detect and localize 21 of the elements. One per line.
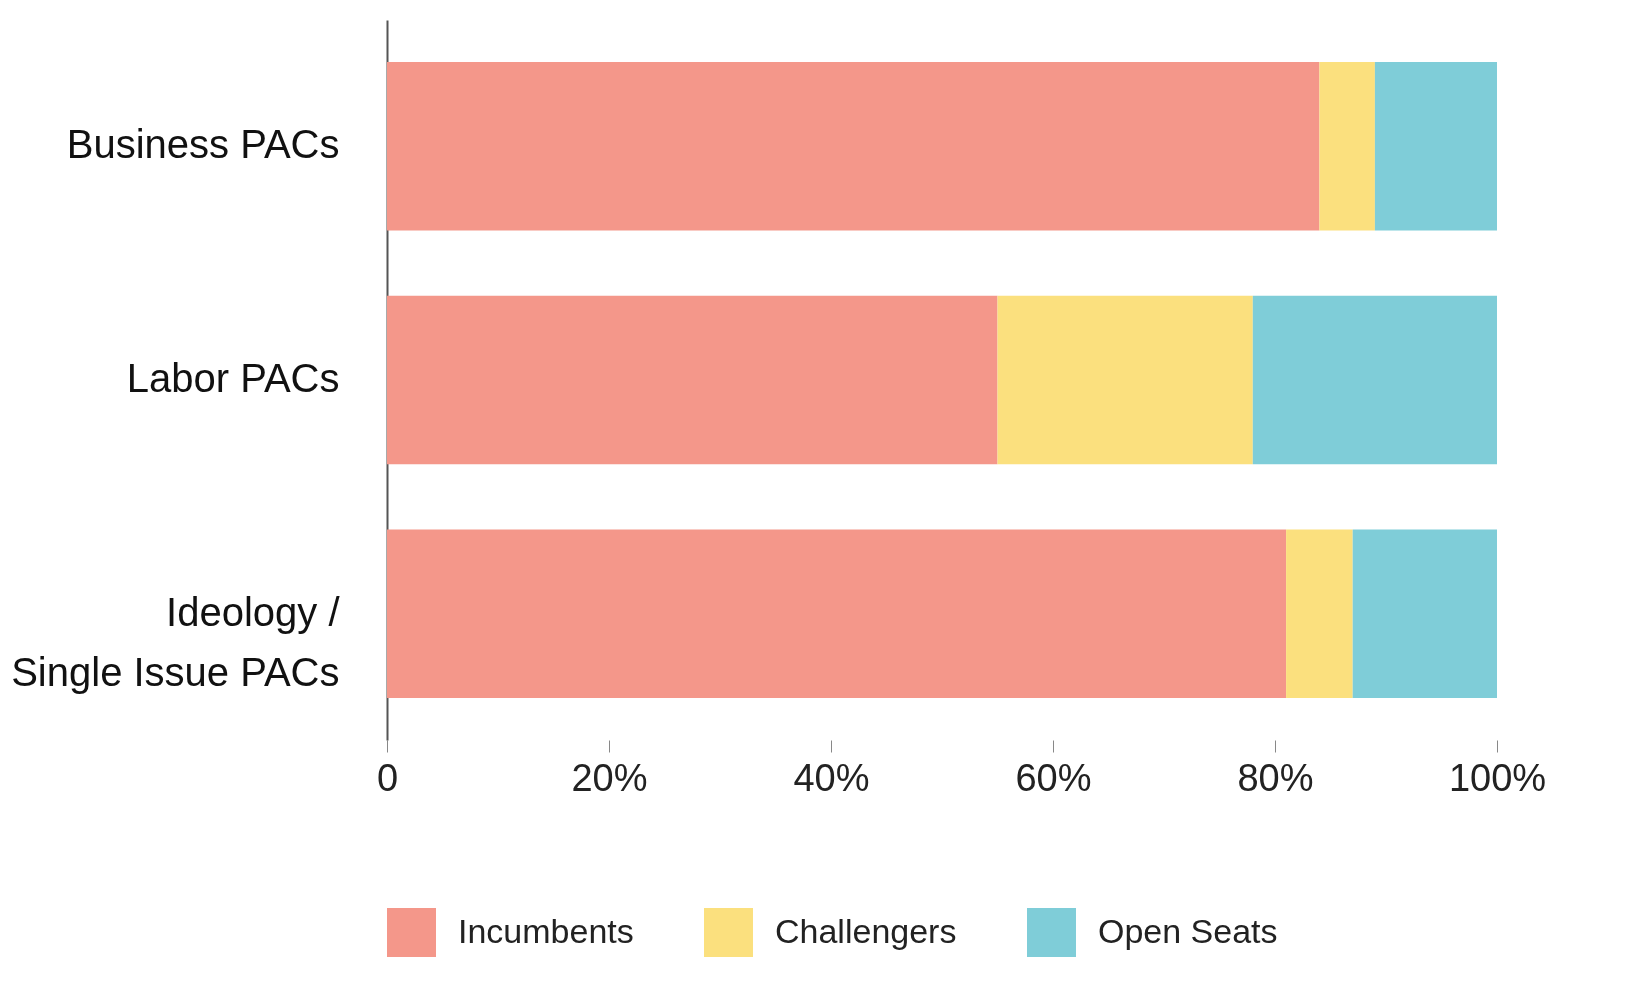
x-tick-label: 40% bbox=[793, 756, 870, 799]
bar bbox=[1374, 62, 1497, 231]
y-tick-label: Ideology / Single Issue PACs bbox=[11, 589, 341, 694]
bar bbox=[387, 295, 998, 465]
x-tick-label: 0 bbox=[376, 756, 399, 799]
bar bbox=[387, 62, 1320, 231]
bar bbox=[387, 529, 1287, 698]
bar bbox=[1286, 529, 1353, 698]
legend-label: Open Seats bbox=[1098, 911, 1278, 950]
y-tick-label: Labor PACs bbox=[126, 356, 340, 400]
x-tick-label: 100% bbox=[1448, 756, 1547, 799]
x-tick-label: 60% bbox=[1015, 756, 1092, 799]
x-tick-label: 20% bbox=[571, 756, 648, 799]
legend-label: Incumbents bbox=[458, 911, 634, 950]
legend-label: Challengers bbox=[775, 911, 957, 950]
bar bbox=[1252, 295, 1497, 465]
bar bbox=[997, 295, 1253, 465]
x-tick-label: 80% bbox=[1237, 756, 1314, 799]
y-tick-label: Business PACs bbox=[66, 122, 340, 167]
bar bbox=[1319, 62, 1375, 231]
bar bbox=[1352, 529, 1497, 698]
